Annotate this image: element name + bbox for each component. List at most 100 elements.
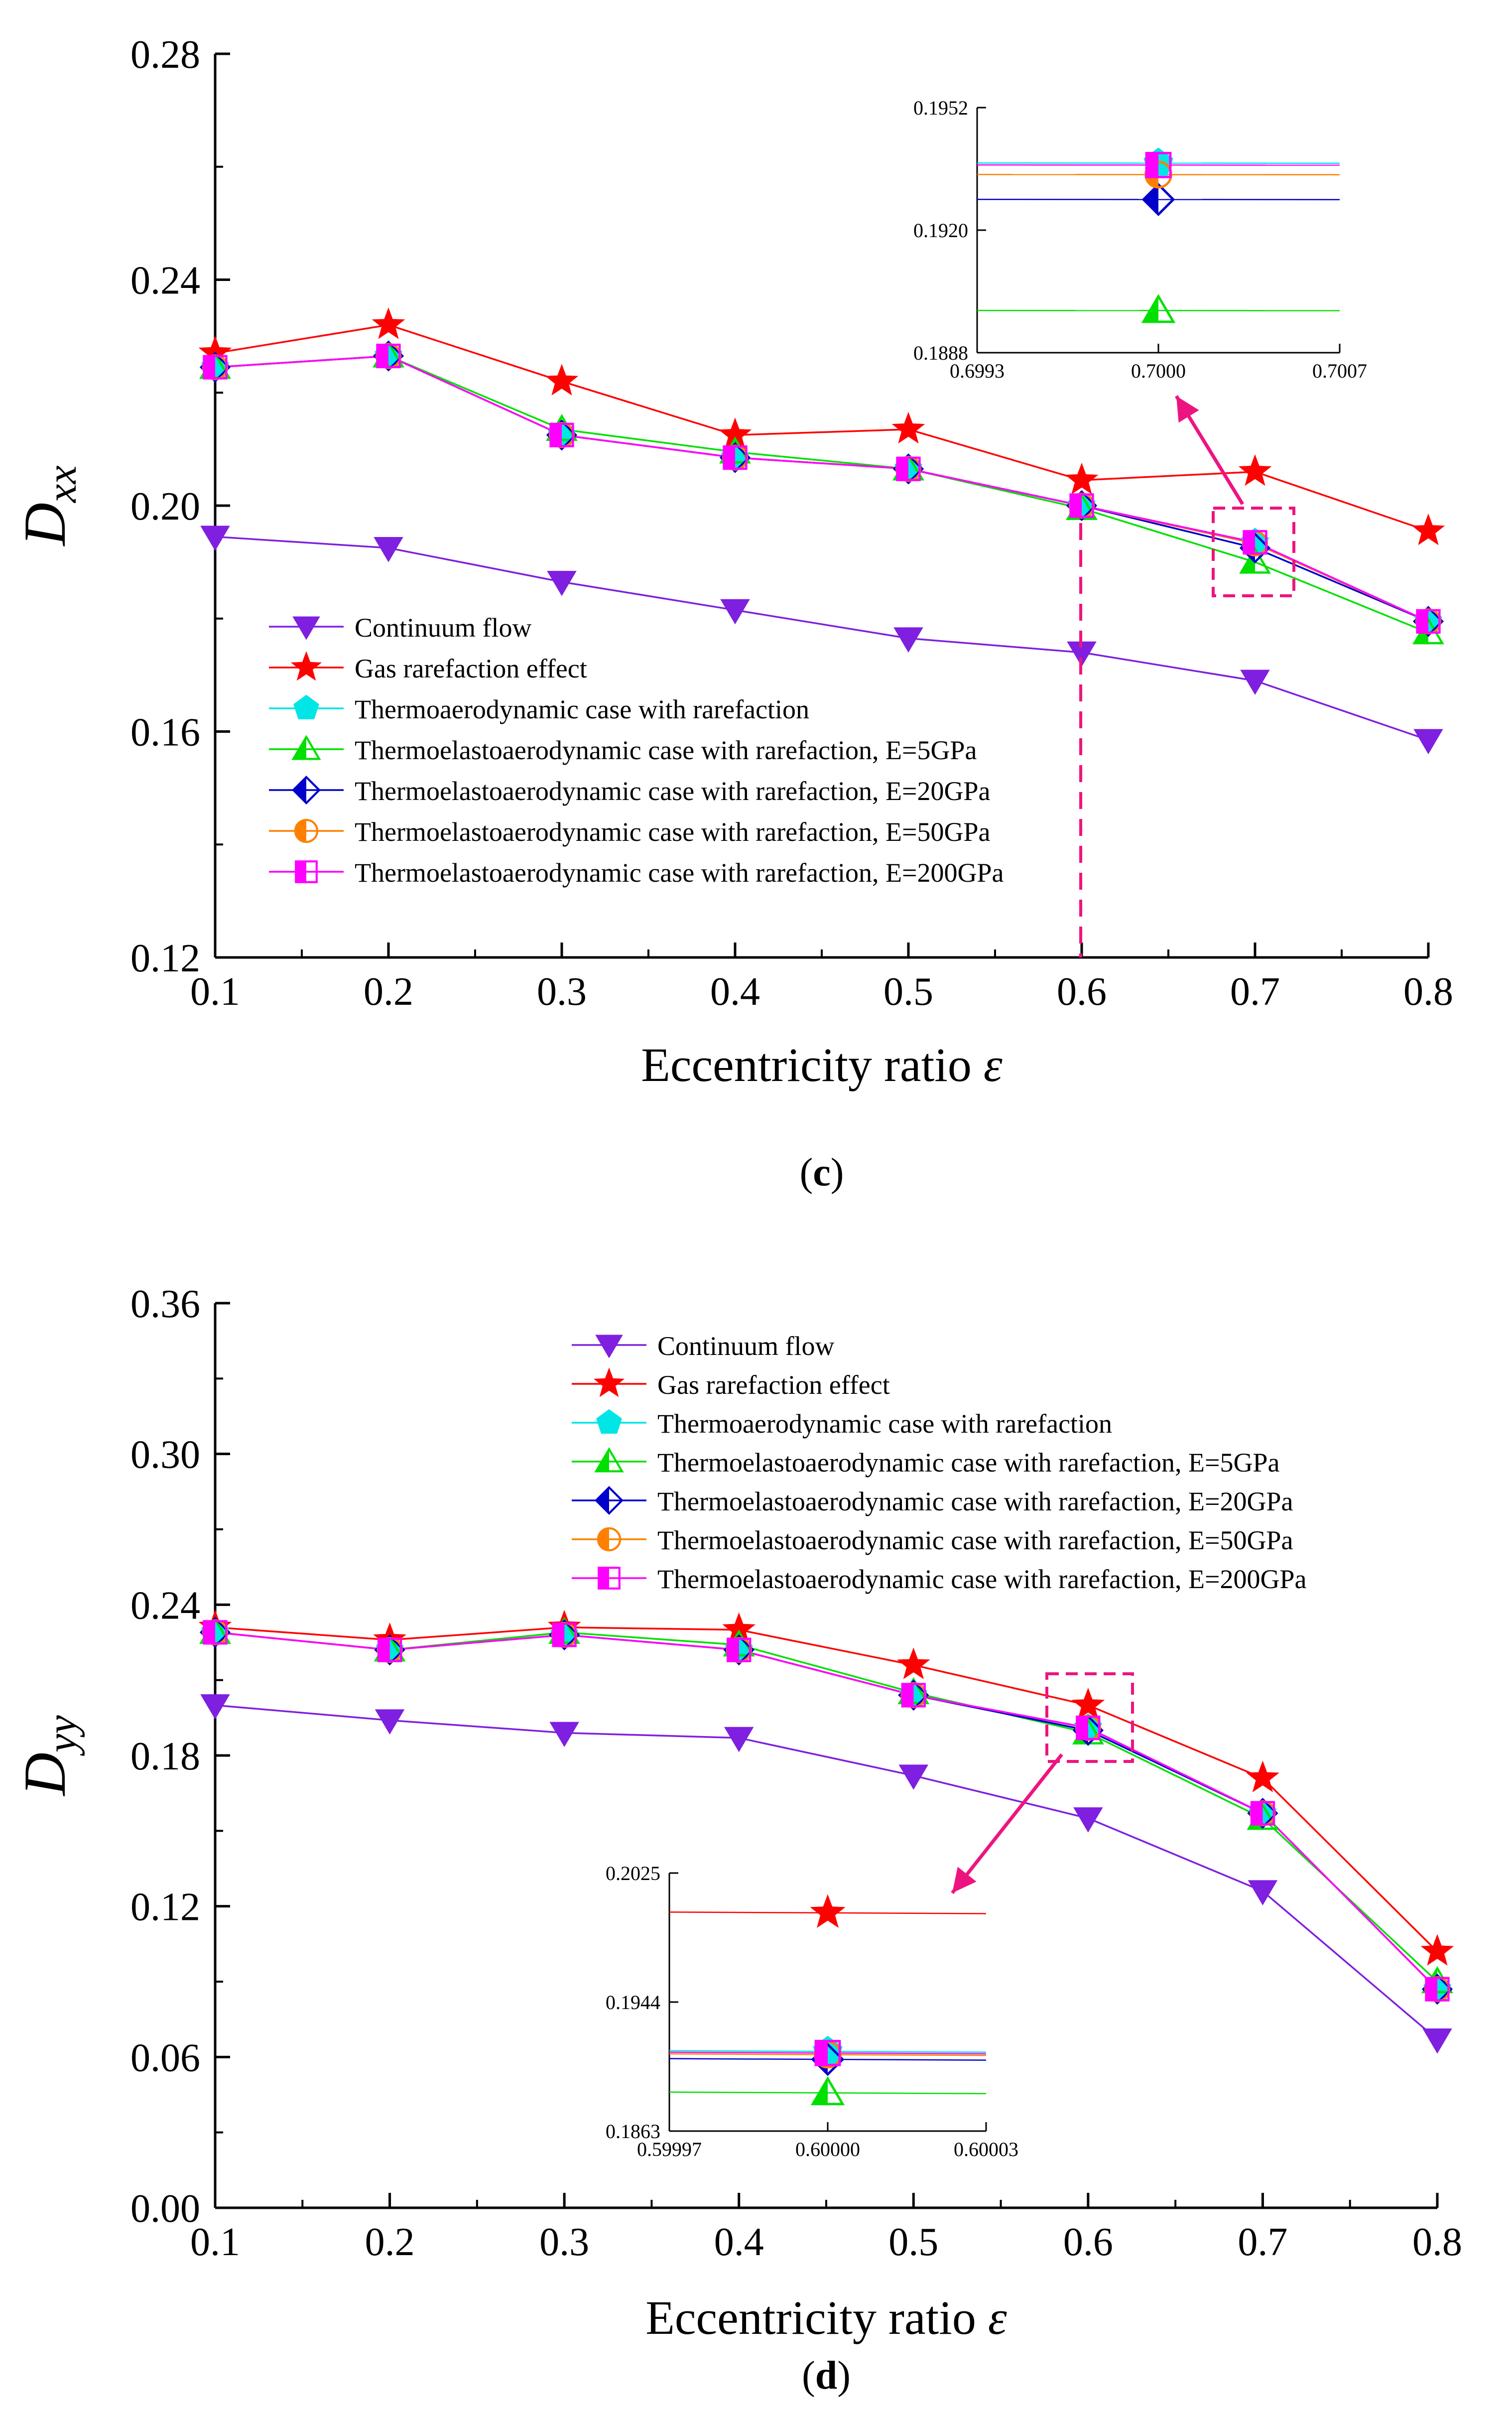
legend-label: Thermoelastoaerodynamic case with rarefa… bbox=[355, 817, 990, 847]
data-point-s0-1-shape bbox=[374, 537, 403, 562]
x-axis-label: Eccentricity ratio ε bbox=[645, 2291, 1007, 2344]
zoom-region-box bbox=[1045, 1672, 1134, 1763]
data-point-s0-0 bbox=[200, 1694, 230, 1720]
x-tick-label: 0.4 bbox=[714, 2220, 764, 2264]
data-point-s6-5 bbox=[1076, 1715, 1101, 1741]
data-point-s6-6 bbox=[1243, 530, 1267, 555]
series-line-5 bbox=[215, 355, 1429, 622]
legend-marker-shape bbox=[597, 1527, 622, 1552]
legend-entry-1: Gas rarefaction effect bbox=[572, 1367, 890, 1400]
inset-y-tick-label: 0.1888 bbox=[913, 342, 968, 364]
data-point-s0-4-shape bbox=[898, 1764, 929, 1790]
inset-data-point-s6 bbox=[814, 2039, 841, 2066]
legend-marker-fill bbox=[293, 777, 306, 803]
data-point-s0-6 bbox=[1240, 670, 1270, 695]
data-point-s6-3 bbox=[723, 445, 748, 470]
data-point-s1-2-shape bbox=[545, 364, 579, 396]
data-point-s0-1-shape bbox=[375, 1709, 405, 1735]
chart-panel-c: 0.12 0.16 0.20 0.24 0.28 0.1 0.2 0.3 0.4 0.5 0.6 0.… bbox=[11, 33, 1453, 1195]
data-point-s6-0 bbox=[203, 355, 228, 380]
legend-marker bbox=[595, 1335, 623, 1358]
data-point-s6-7-shape bbox=[1416, 609, 1441, 634]
data-point-s1-7 bbox=[1420, 1934, 1454, 1966]
data-point-s0-3-shape bbox=[724, 1727, 754, 1752]
legend-marker bbox=[293, 694, 319, 719]
inset-y-tick-label: 0.1944 bbox=[606, 1991, 660, 2014]
legend-marker bbox=[294, 818, 319, 843]
x-tick-label: 0.6 bbox=[1063, 2220, 1113, 2264]
data-point-s6-7 bbox=[1416, 609, 1441, 634]
data-point-s0-3 bbox=[724, 1727, 754, 1752]
legend-entry-4: Thermoelastoaerodynamic case with rarefa… bbox=[572, 1486, 1293, 1516]
inset-data-point-s6-fill bbox=[1146, 153, 1158, 177]
y-tick-label: 0.12 bbox=[130, 937, 200, 980]
data-point-s6-1 bbox=[377, 1637, 402, 1662]
legend-label: Thermoelastoaerodynamic case with rarefa… bbox=[355, 735, 977, 765]
data-point-s6-7-shape bbox=[1425, 1977, 1450, 2002]
y-tick-label: 0.20 bbox=[130, 485, 200, 529]
y-axis-label-symbol: D bbox=[11, 503, 78, 547]
data-point-s6-6 bbox=[1250, 1801, 1275, 1826]
data-point-s6-4 bbox=[901, 1683, 926, 1708]
inset-data-point-s4-shape bbox=[1141, 183, 1175, 216]
inset-y-tick-label: 0.1952 bbox=[913, 97, 968, 119]
data-point-s6-7 bbox=[1425, 1977, 1450, 2002]
x-axis-label-symbol: ε bbox=[984, 1038, 1003, 1091]
data-point-s0-2-shape bbox=[549, 1722, 579, 1748]
panel-label: (d) bbox=[802, 2354, 851, 2398]
legend-entry-2: Thermoaerodynamic case with rarefaction bbox=[269, 694, 809, 724]
inset-data-point-s3-shape bbox=[1141, 294, 1176, 323]
legend-marker-fill bbox=[596, 1487, 609, 1513]
y-tick-label: 0.28 bbox=[130, 33, 200, 77]
y-axis-label: Dyy bbox=[11, 1715, 85, 1797]
legend-label: Thermoaerodynamic case with rarefaction bbox=[657, 1409, 1112, 1439]
x-tick-label: 0.3 bbox=[539, 2220, 589, 2264]
legend-entry-0: Continuum flow bbox=[269, 613, 532, 643]
legend-label: Thermoelastoaerodynamic case with rarefa… bbox=[355, 776, 990, 806]
legend-marker-shape bbox=[290, 651, 322, 681]
series-line-6 bbox=[215, 355, 1429, 622]
data-point-s6-1-shape bbox=[376, 343, 401, 369]
x-axis-label-text: Eccentricity ratio bbox=[641, 1038, 984, 1091]
data-point-s0-1 bbox=[374, 537, 403, 562]
data-point-s0-4-shape bbox=[893, 627, 923, 653]
data-point-s6-1-shape bbox=[377, 1637, 402, 1662]
data-point-s6-1 bbox=[376, 343, 401, 369]
data-point-s6-6-fill bbox=[1244, 531, 1255, 554]
panel-label-part: ) bbox=[831, 1151, 844, 1195]
data-point-s6-5-shape bbox=[1076, 1715, 1101, 1741]
inset-data-point-s1 bbox=[810, 1894, 846, 1928]
series-line-0 bbox=[215, 536, 1429, 741]
zoom-arrow-head bbox=[952, 1867, 977, 1893]
inset-x-tick-label: 0.60003 bbox=[954, 2138, 1018, 2160]
data-point-s6-2-fill bbox=[550, 423, 562, 446]
y-tick-label: 0.36 bbox=[130, 1282, 200, 1326]
zoom-region-box bbox=[1212, 507, 1295, 597]
x-tick-label: 0.5 bbox=[888, 2220, 938, 2264]
data-point-s6-1-fill bbox=[378, 1638, 390, 1661]
data-point-s6-2 bbox=[549, 422, 574, 447]
data-point-s6-3 bbox=[727, 1637, 752, 1662]
legend-label: Continuum flow bbox=[657, 1331, 835, 1361]
legend-marker bbox=[593, 1367, 625, 1397]
inset-x-tick-label: 0.6993 bbox=[950, 360, 1005, 382]
inset-data-point-s6-shape bbox=[1145, 151, 1172, 178]
data-point-s1-2 bbox=[545, 364, 579, 396]
legend-entry-2: Thermoaerodynamic case with rarefaction bbox=[572, 1409, 1112, 1439]
data-point-s1-5-shape bbox=[1065, 462, 1099, 495]
legend-entry-6: Thermoelastoaerodynamic case with rarefa… bbox=[269, 858, 1004, 888]
inset-data-point-s4-fill bbox=[1143, 184, 1158, 215]
legend-marker-shape bbox=[295, 860, 318, 883]
data-point-s1-4-shape bbox=[896, 1647, 930, 1679]
panel-label-part: c bbox=[813, 1151, 831, 1195]
data-point-s6-3-shape bbox=[723, 445, 748, 470]
data-point-s6-3-fill bbox=[724, 446, 735, 469]
data-point-s6-2-shape bbox=[549, 422, 574, 447]
data-point-s6-0-fill bbox=[204, 1621, 215, 1644]
y-tick-label: 0.00 bbox=[130, 2187, 200, 2231]
inset-data-point-s6-fill bbox=[816, 2041, 828, 2065]
legend-entry-3: Thermoelastoaerodynamic case with rarefa… bbox=[572, 1447, 1279, 1478]
data-point-s1-7-shape bbox=[1420, 1934, 1454, 1966]
y-tick-label: 0.06 bbox=[130, 2036, 200, 2080]
data-point-s6-2-fill bbox=[553, 1623, 565, 1646]
